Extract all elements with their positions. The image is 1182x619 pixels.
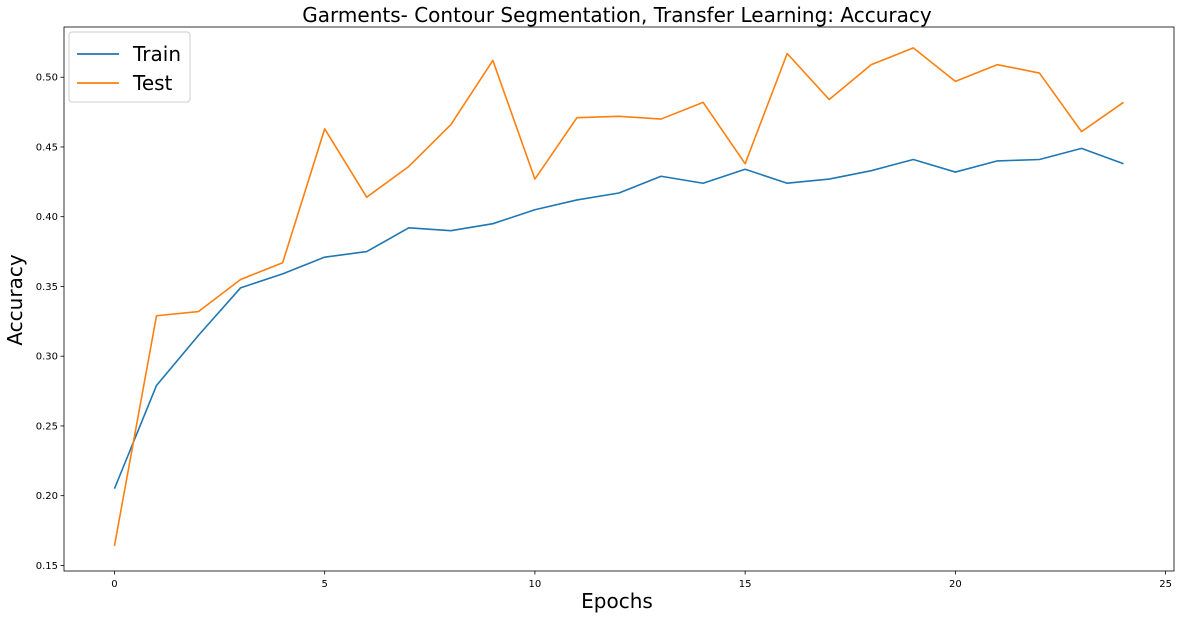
y-tick-label: 0.40 <box>36 212 58 223</box>
ticks-layer: 0 5 10 15 20 25 0.15 0.20 0.25 0.30 0.35 0.40 0.45 0.… <box>36 73 1172 590</box>
plot-area <box>63 26 1175 572</box>
legend-label-test: Test <box>132 71 173 95</box>
x-axis-label: Epochs <box>581 589 653 613</box>
y-tick-label: 0.25 <box>36 421 58 432</box>
y-tick-label: 0.20 <box>36 491 58 502</box>
x-tick-label: 15 <box>739 579 752 590</box>
y-tick-label: 0.30 <box>36 352 58 363</box>
x-tick-label: 5 <box>321 579 327 590</box>
y-tick-label: 0.50 <box>36 73 58 84</box>
series-line-train <box>113 147 1124 490</box>
y-axis-label: Accuracy <box>3 254 27 345</box>
plot-frame <box>63 26 1175 572</box>
chart-title: Garments- Contour Segmentation, Transfer… <box>302 3 932 27</box>
legend-box <box>68 31 191 103</box>
x-tick-label: 20 <box>949 579 962 590</box>
x-tick-label: 10 <box>529 579 542 590</box>
y-tick-label: 0.35 <box>36 282 58 293</box>
x-tick-label: 25 <box>1159 579 1172 590</box>
y-tick-label: 0.15 <box>36 561 58 572</box>
series-line-test <box>113 47 1125 547</box>
y-tick-label: 0.45 <box>36 142 58 153</box>
series-layer <box>113 47 1125 547</box>
x-tick-label: 0 <box>111 579 117 590</box>
legend-label-train: Train <box>132 42 181 66</box>
legend: Train Test <box>68 31 191 103</box>
